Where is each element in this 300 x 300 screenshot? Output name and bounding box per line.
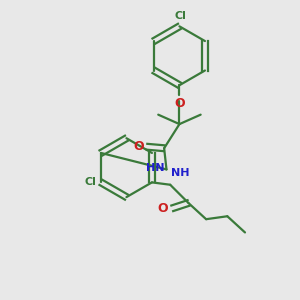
Text: O: O bbox=[157, 202, 168, 215]
Text: O: O bbox=[133, 140, 143, 153]
Text: Cl: Cl bbox=[175, 11, 187, 21]
Text: O: O bbox=[174, 97, 185, 110]
Text: NH: NH bbox=[171, 168, 190, 178]
Text: Cl: Cl bbox=[85, 177, 97, 188]
Text: HN: HN bbox=[146, 163, 165, 173]
